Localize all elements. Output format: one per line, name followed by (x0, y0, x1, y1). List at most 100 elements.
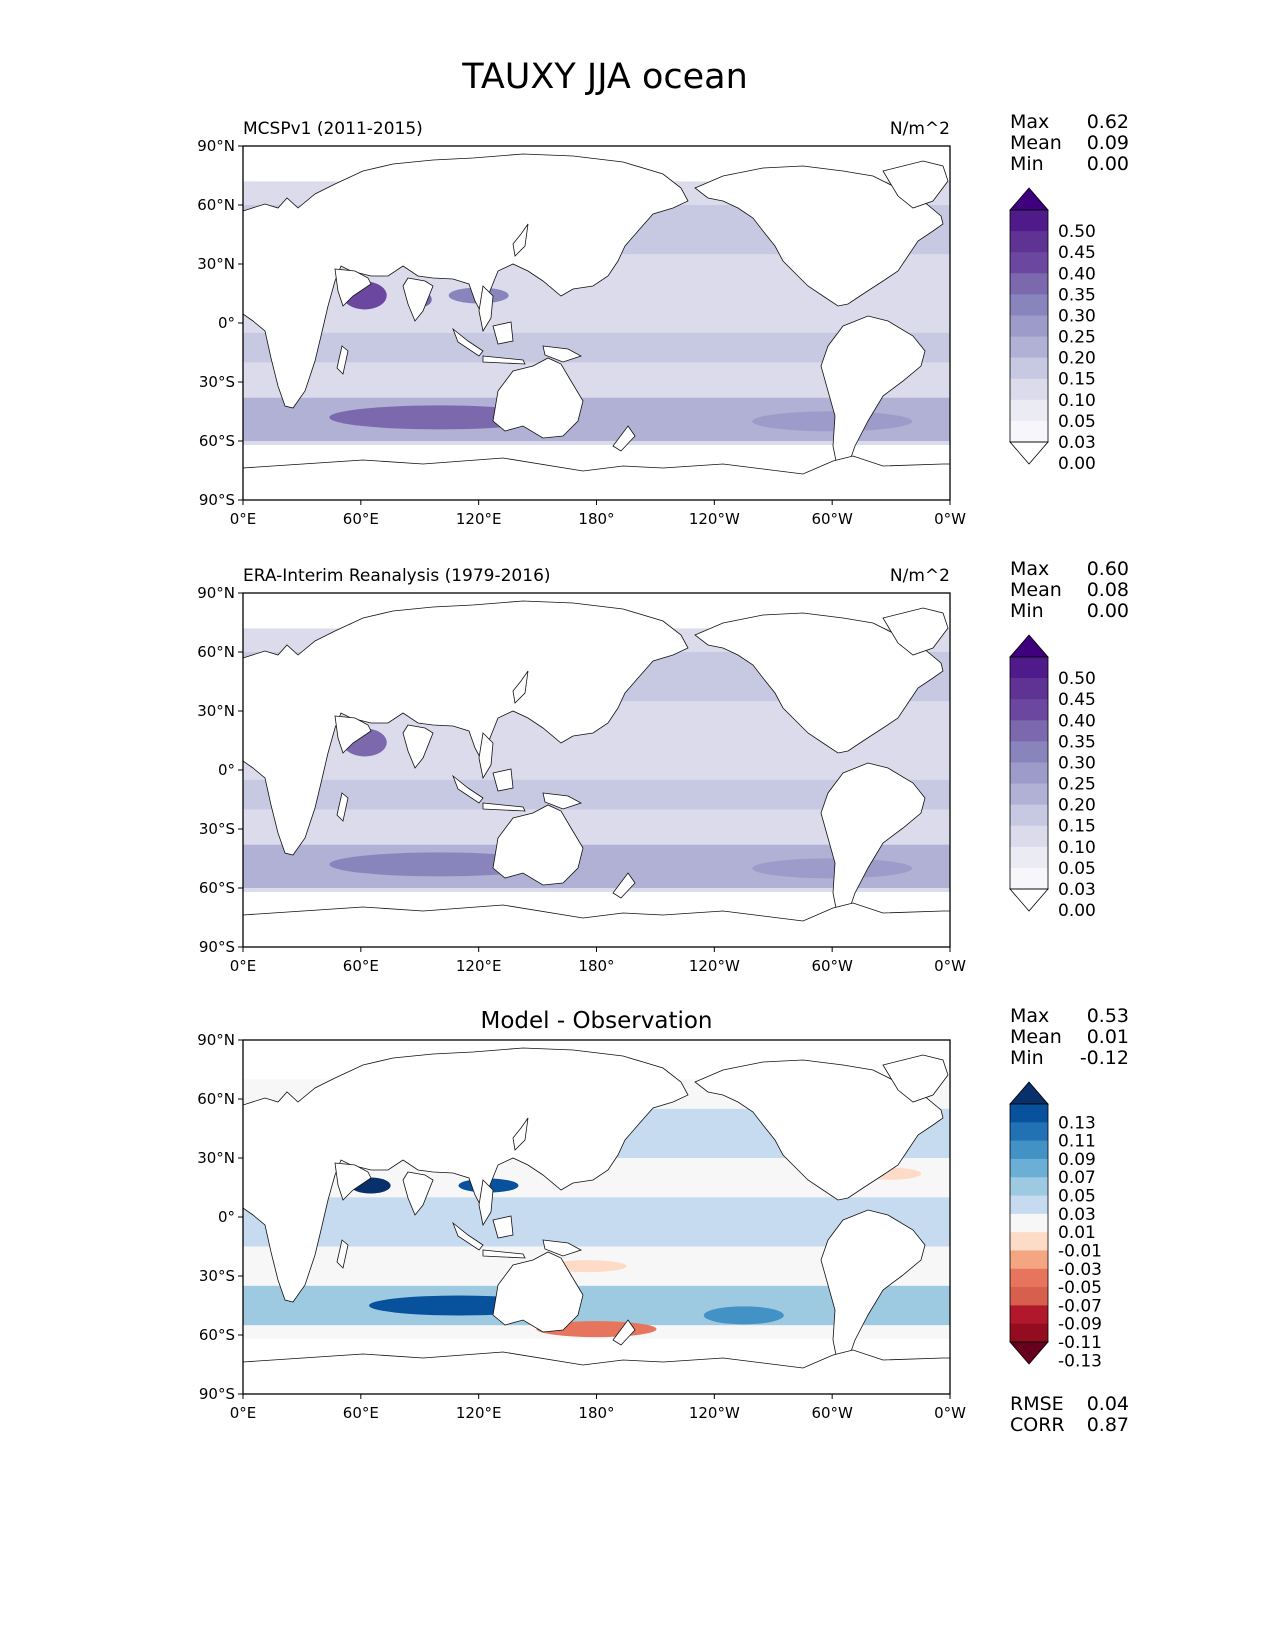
stat-label: Mean (1010, 132, 1062, 154)
colorbar: 0.500.450.400.350.300.250.200.150.100.05… (1009, 634, 1096, 921)
colorbar-box (1010, 1232, 1048, 1251)
colorbar-label: 0.15 (1058, 817, 1096, 837)
stat-value: 0.60 (1087, 558, 1129, 580)
colorbar-box (1010, 1122, 1048, 1142)
y-tick-label: 60°S (199, 879, 235, 897)
colorbar-label: 0.10 (1058, 838, 1096, 858)
colorbar-label: 0.25 (1058, 328, 1096, 348)
colorbar-box (1010, 1104, 1048, 1123)
stat-label: Max (1010, 558, 1049, 580)
x-tick-label: 0°E (230, 1404, 257, 1422)
y-tick-label: 0° (218, 314, 235, 332)
colorbar-box (1010, 1177, 1048, 1197)
colorbar-box (1010, 783, 1048, 806)
colorbar-box (1010, 273, 1048, 295)
colorbar-label: -0.03 (1058, 1260, 1102, 1280)
y-tick-label: 60°S (199, 432, 235, 450)
y-tick-label: 0° (218, 761, 235, 779)
y-tick-label: 60°S (199, 1326, 235, 1344)
colorbar-box (1010, 762, 1048, 785)
data-field (243, 1047, 950, 1394)
colorbar-extend-max (1009, 187, 1049, 211)
colorbar-box (1010, 1305, 1048, 1325)
colorbar-label: 0.30 (1058, 753, 1096, 773)
colorbar-label: 0.09 (1058, 1150, 1096, 1170)
colorbar-label: -0.05 (1058, 1278, 1102, 1298)
panel-title: Model - Observation (480, 1008, 712, 1034)
colorbar-label: -0.09 (1058, 1315, 1102, 1335)
stat-value: 0.08 (1087, 579, 1129, 601)
x-tick-label: 180° (578, 510, 614, 528)
x-tick-label: 60°E (343, 1404, 379, 1422)
x-tick-label: 60°E (343, 510, 379, 528)
y-tick-label: 90°S (199, 1385, 235, 1403)
x-tick-label: 60°W (811, 1404, 853, 1422)
y-tick-label: 90°S (199, 938, 235, 956)
colorbar-extend-min (1009, 1341, 1049, 1365)
panel-title: ERA-Interim Reanalysis (1979-2016) (243, 566, 551, 586)
colorbar-box (1010, 378, 1048, 401)
colorbar-extend-min (1009, 441, 1049, 465)
colorbar-box (1010, 1213, 1048, 1233)
y-tick-label: 60°N (197, 643, 235, 661)
colorbar-label: 0.01 (1058, 1223, 1096, 1243)
colorbar-label: 0.03 (1058, 433, 1096, 453)
x-tick-label: 0°E (230, 957, 257, 975)
stat-value: 0.01 (1087, 1026, 1129, 1048)
y-tick-label: 30°N (197, 1149, 235, 1167)
stat-value: 0.09 (1087, 132, 1129, 154)
panel-title: MCSPv1 (2011-2015) (243, 119, 423, 139)
colorbar-label: 0.05 (1058, 1187, 1096, 1207)
stat-label: Mean (1010, 579, 1062, 601)
colorbar-box (1010, 1323, 1048, 1343)
x-tick-label: 60°W (811, 510, 853, 528)
panel-difference: Model - Observation 0°E 60°E 120°E 180° 120°W… (197, 1005, 1129, 1436)
y-tick-label: 0° (218, 1208, 235, 1226)
colorbar-label: 0.00 (1058, 454, 1096, 474)
y-tick-label: 90°S (199, 491, 235, 509)
colorbar-label: 0.13 (1058, 1113, 1096, 1133)
colorbar-extend-min (1009, 888, 1049, 912)
colorbar-label: 0.35 (1058, 285, 1096, 305)
colorbar-box (1010, 357, 1048, 380)
colorbar-box (1010, 294, 1048, 316)
colorbar-box (1010, 1158, 1048, 1178)
colorbar-box (1010, 210, 1048, 232)
colorbar-label: -0.11 (1058, 1333, 1102, 1353)
colorbar-extend-max (1009, 1081, 1049, 1105)
colorbar: 0.130.110.090.070.050.030.01-0.01-0.03-0… (1009, 1081, 1102, 1371)
colorbar-box (1010, 399, 1048, 422)
colorbar-label: -0.07 (1058, 1296, 1102, 1316)
y-tick-label: 30°S (199, 373, 235, 391)
stat-value: -0.12 (1080, 1047, 1129, 1069)
y-tick-label: 90°N (197, 584, 235, 602)
x-tick-label: 120°E (456, 510, 502, 528)
stat-value: 0.04 (1087, 1393, 1129, 1415)
colorbar-box (1010, 867, 1048, 890)
colorbar-box (1010, 1250, 1048, 1270)
colorbar-box (1010, 252, 1048, 274)
colorbar-outline (1009, 656, 1049, 890)
y-tick-label: 30°S (199, 820, 235, 838)
stat-label: Max (1010, 111, 1049, 133)
colorbar-label: 0.11 (1058, 1132, 1096, 1152)
x-tick-label: 120°E (456, 1404, 502, 1422)
figure-title: TAUXY JJA ocean (461, 57, 748, 97)
y-tick-label: 30°S (199, 1267, 235, 1285)
colorbar-label: 0.03 (1058, 880, 1096, 900)
y-tick-label: 90°N (197, 137, 235, 155)
stat-label: Max (1010, 1005, 1049, 1027)
colorbar-box (1010, 678, 1048, 700)
stat-value: 0.00 (1087, 153, 1129, 175)
colorbar-label: 0.15 (1058, 370, 1096, 390)
colorbar-box (1010, 1195, 1048, 1215)
x-tick-label: 60°W (811, 957, 853, 975)
panel-units: N/m^2 (890, 566, 950, 586)
colorbar-box (1010, 804, 1048, 827)
colorbar-extend-max (1009, 634, 1049, 658)
stat-value: 0.87 (1087, 1414, 1129, 1436)
x-tick-label: 120°E (456, 957, 502, 975)
colorbar-label: 0.30 (1058, 306, 1096, 326)
x-tick-label: 180° (578, 1404, 614, 1422)
x-tick-label: 120°W (689, 957, 740, 975)
